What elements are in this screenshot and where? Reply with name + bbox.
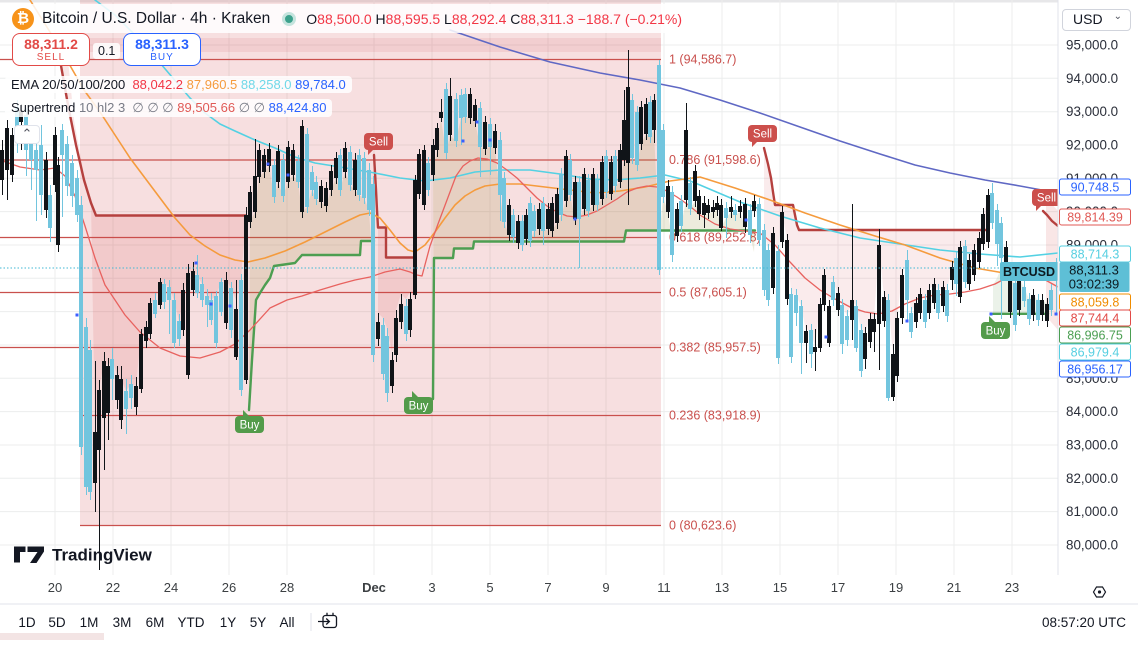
svg-text:26: 26 bbox=[222, 580, 236, 595]
svg-text:87,744.4: 87,744.4 bbox=[1071, 312, 1120, 326]
svg-text:08:57:20 UTC: 08:57:20 UTC bbox=[1042, 615, 1126, 630]
svg-text:0 (80,623.6): 0 (80,623.6) bbox=[669, 519, 736, 533]
svg-text:86,956.17: 86,956.17 bbox=[1067, 363, 1123, 377]
svg-text:15: 15 bbox=[773, 580, 787, 595]
svg-text:24: 24 bbox=[164, 580, 178, 595]
svg-text:1M: 1M bbox=[80, 615, 99, 630]
svg-text:Sell: Sell bbox=[753, 129, 772, 141]
svg-text:89,814.39: 89,814.39 bbox=[1067, 211, 1123, 225]
svg-text:28: 28 bbox=[280, 580, 294, 595]
svg-text:93,000.0: 93,000.0 bbox=[1066, 104, 1118, 119]
svg-text:YTD: YTD bbox=[178, 615, 205, 630]
svg-text:03:02:39: 03:02:39 bbox=[1069, 277, 1120, 292]
svg-text:All: All bbox=[279, 615, 294, 630]
svg-text:0.786 (91,598.6): 0.786 (91,598.6) bbox=[669, 153, 761, 167]
svg-text:19: 19 bbox=[889, 580, 903, 595]
svg-text:5D: 5D bbox=[48, 615, 66, 630]
svg-text:5Y: 5Y bbox=[250, 615, 267, 630]
svg-text:BTCUSD: BTCUSD bbox=[1003, 265, 1055, 279]
svg-text:95,000.0: 95,000.0 bbox=[1066, 38, 1118, 53]
svg-text:3M: 3M bbox=[113, 615, 132, 630]
svg-text:Dec: Dec bbox=[362, 580, 386, 595]
svg-text:88,059.8: 88,059.8 bbox=[1071, 296, 1120, 310]
svg-text:81,000.0: 81,000.0 bbox=[1066, 504, 1118, 519]
svg-text:86,979.4: 86,979.4 bbox=[1071, 346, 1120, 360]
svg-text:1 (94,586.7): 1 (94,586.7) bbox=[669, 53, 736, 67]
svg-text:TradingView: TradingView bbox=[52, 546, 153, 565]
svg-text:21: 21 bbox=[947, 580, 961, 595]
svg-text:Buy: Buy bbox=[409, 401, 429, 413]
svg-text:86,996.75: 86,996.75 bbox=[1067, 329, 1123, 343]
svg-text:17: 17 bbox=[831, 580, 845, 595]
svg-text:0.618 (89,252.8): 0.618 (89,252.8) bbox=[669, 231, 761, 245]
svg-text:Sell: Sell bbox=[369, 137, 388, 149]
svg-text:84,000.0: 84,000.0 bbox=[1066, 404, 1118, 419]
svg-text:88,714.3: 88,714.3 bbox=[1071, 248, 1120, 262]
svg-text:22: 22 bbox=[106, 580, 120, 595]
svg-text:Buy: Buy bbox=[240, 420, 260, 432]
svg-text:20: 20 bbox=[48, 580, 62, 595]
svg-text:0.236 (83,918.9): 0.236 (83,918.9) bbox=[669, 409, 761, 423]
svg-text:5: 5 bbox=[486, 580, 493, 595]
svg-text:11: 11 bbox=[657, 580, 671, 595]
svg-text:Sell: Sell bbox=[1037, 193, 1056, 205]
svg-text:1Y: 1Y bbox=[220, 615, 237, 630]
svg-text:90,748.5: 90,748.5 bbox=[1071, 181, 1120, 195]
svg-text:88,311.3: 88,311.3 bbox=[1069, 263, 1119, 278]
svg-text:13: 13 bbox=[715, 580, 729, 595]
svg-text:0.5 (87,605.1): 0.5 (87,605.1) bbox=[669, 286, 747, 300]
svg-text:Buy: Buy bbox=[986, 326, 1006, 338]
svg-text:80,000.0: 80,000.0 bbox=[1066, 538, 1118, 553]
svg-text:3: 3 bbox=[428, 580, 435, 595]
svg-text:92,000.0: 92,000.0 bbox=[1066, 138, 1118, 153]
svg-text:9: 9 bbox=[602, 580, 609, 595]
svg-text:0.382 (85,957.5): 0.382 (85,957.5) bbox=[669, 341, 761, 355]
svg-text:6M: 6M bbox=[146, 615, 165, 630]
svg-text:1D: 1D bbox=[18, 615, 36, 630]
svg-text:23: 23 bbox=[1005, 580, 1019, 595]
svg-text:82,000.0: 82,000.0 bbox=[1066, 471, 1118, 486]
svg-text:94,000.0: 94,000.0 bbox=[1066, 71, 1118, 86]
svg-text:83,000.0: 83,000.0 bbox=[1066, 438, 1118, 453]
svg-text:7: 7 bbox=[544, 580, 551, 595]
